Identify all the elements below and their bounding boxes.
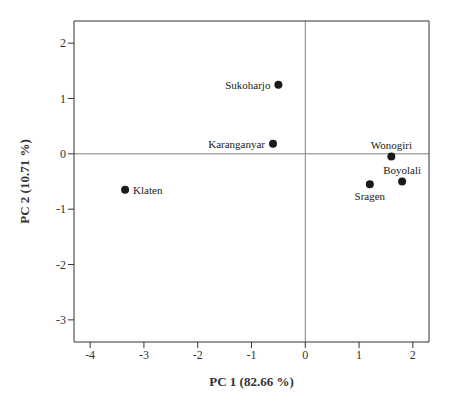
svg-text:PC 2 (10.71 %): PC 2 (10.71 %) — [17, 139, 32, 224]
svg-text:2: 2 — [410, 348, 416, 362]
svg-text:PC 1 (82.66 %): PC 1 (82.66 %) — [209, 374, 294, 389]
svg-text:Klaten: Klaten — [133, 184, 163, 196]
svg-text:Wonogiri: Wonogiri — [371, 139, 412, 151]
svg-text:Sukoharjo: Sukoharjo — [225, 79, 271, 91]
svg-text:-1: -1 — [247, 348, 257, 362]
svg-text:-4: -4 — [85, 348, 95, 362]
svg-text:Karanganyar: Karanganyar — [208, 138, 265, 150]
svg-text:-3: -3 — [139, 348, 149, 362]
svg-text:-1: -1 — [56, 202, 66, 216]
svg-text:0: 0 — [302, 348, 308, 362]
svg-text:Sragen: Sragen — [355, 190, 386, 202]
svg-text:Boyolali: Boyolali — [383, 164, 421, 176]
svg-text:1: 1 — [356, 348, 362, 362]
svg-text:2: 2 — [60, 36, 66, 50]
svg-text:-2: -2 — [193, 348, 203, 362]
svg-text:1: 1 — [60, 92, 66, 106]
svg-text:-2: -2 — [56, 258, 66, 272]
svg-text:-3: -3 — [56, 313, 66, 327]
svg-text:0: 0 — [60, 147, 66, 161]
